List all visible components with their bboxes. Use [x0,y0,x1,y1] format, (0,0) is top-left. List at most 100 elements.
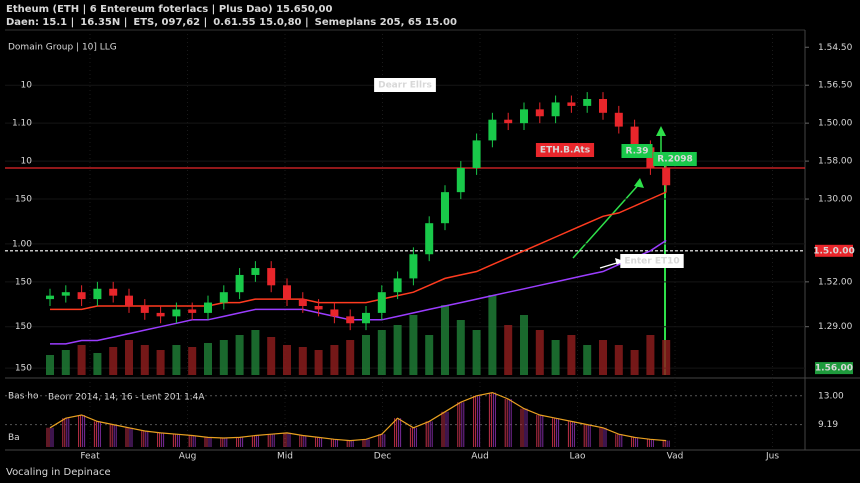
candle-body [140,306,149,313]
y-tick-label-left: 10 [21,157,33,167]
arrow [572,182,641,259]
volume-bar [646,335,655,375]
info-item: 16.35N | [80,17,127,28]
volume-bar [314,350,323,375]
y-tick-label-left: 1.00 [12,239,32,249]
annotation-text: Enter ET10 [624,257,679,267]
volume-bar [362,335,370,375]
volume-bar [393,325,402,375]
candle-body [283,285,291,300]
volume-bar [409,315,418,375]
y-tick-label-left: Bas ho [8,391,39,401]
volume-bar [283,345,291,375]
x-tick-label: Jus [765,452,779,462]
volume-bar [188,347,197,375]
volume-bar [172,345,181,375]
candle-body [520,109,528,124]
candle-body [314,306,323,310]
volume-bar [204,343,212,375]
volume-bar [235,335,244,375]
title: Etheum (ETH | 6 Entereum foterlacs | Plu… [6,4,332,15]
volume-bar [251,330,260,375]
x-tick-label: Aud [471,452,489,462]
candle-body [251,268,260,275]
candle-body [599,99,607,113]
volume-bar [156,350,165,375]
arrow-head [615,258,624,266]
x-tick-label: Aug [179,452,197,462]
x-tick-label: Feat [80,452,100,462]
candle-body [535,109,544,117]
candle-body [441,192,449,224]
price-tag [815,362,853,375]
candle-body [504,119,513,124]
x-tick-label: Lao [569,452,586,462]
footer: Vocaling in Depinace [6,467,111,478]
annotation-text: Dearr Ellrs [378,81,432,91]
info-item: Semeplans 205, 65 15.00 [315,17,457,28]
y-tick-label-left: 150 [15,322,32,332]
subtitle: Domain Group | 10] LLG [8,43,117,53]
volume-bar [614,345,623,375]
y-tick-label-left: Ba [8,433,20,443]
candle-body [488,119,497,141]
volume-bar [377,330,386,375]
volume-bar [219,340,228,375]
candle-body [125,295,133,306]
volume-bar [630,350,639,375]
volume-bar [93,353,102,375]
candle-body [172,309,181,317]
volume-bar [330,345,339,375]
candle-body [583,99,592,106]
x-tick-label: Mid [277,452,293,462]
x-tick-label: Dec [374,452,391,462]
candle-body [377,292,386,313]
ma-line [50,239,667,345]
y-tick-label: 9.19 [818,420,838,430]
price-tag-label: 1.5.0.00 [813,246,855,256]
annotation-box [653,152,697,166]
volume-bar [61,350,70,375]
candle-body [472,140,481,168]
candle-body [298,299,307,306]
y-tick-label: 1.52.00 [818,277,853,287]
volume-bar [551,340,560,375]
candle-body [425,223,434,255]
y-tick-label: 13.00 [818,391,844,401]
volume-bar [140,345,149,375]
candle-body [346,316,355,324]
arrow-head [656,126,666,136]
candle-body [109,288,118,296]
y-tick-label: 1.29.00 [818,322,853,332]
volume-bar [441,305,449,375]
volume-bar [46,355,54,375]
oscillator-line [49,391,667,442]
volume-bar [567,335,576,375]
y-tick-label: 1.50.00 [818,119,853,129]
candle-body [567,102,576,106]
candle-body [551,102,560,117]
annotation-text: R.2098 [657,155,693,165]
volume-bar [77,345,86,375]
volume-bar [298,347,307,375]
volume-bar [425,335,434,375]
candle-body [156,312,165,317]
annotation-box [374,78,436,92]
volume-bar [488,295,497,375]
candle-body [662,168,671,186]
ma-line [50,191,667,311]
volume-bar [599,340,607,375]
y-tick-label: 1.58.00 [818,157,853,167]
price-tag-label: 1.56.00 [815,364,853,374]
candle-body [219,292,228,303]
annotation-text: ETH.B.Ats [540,146,590,156]
info-item: Daen: 15.1 | [6,17,74,28]
volume-bar [535,330,544,375]
y-tick-label-left: 10 [21,81,33,91]
candle-body [204,302,212,313]
annotation-box [535,143,595,157]
candle-body [393,278,402,293]
candle-body [77,292,86,300]
y-tick-label-left: 150 [15,277,32,287]
